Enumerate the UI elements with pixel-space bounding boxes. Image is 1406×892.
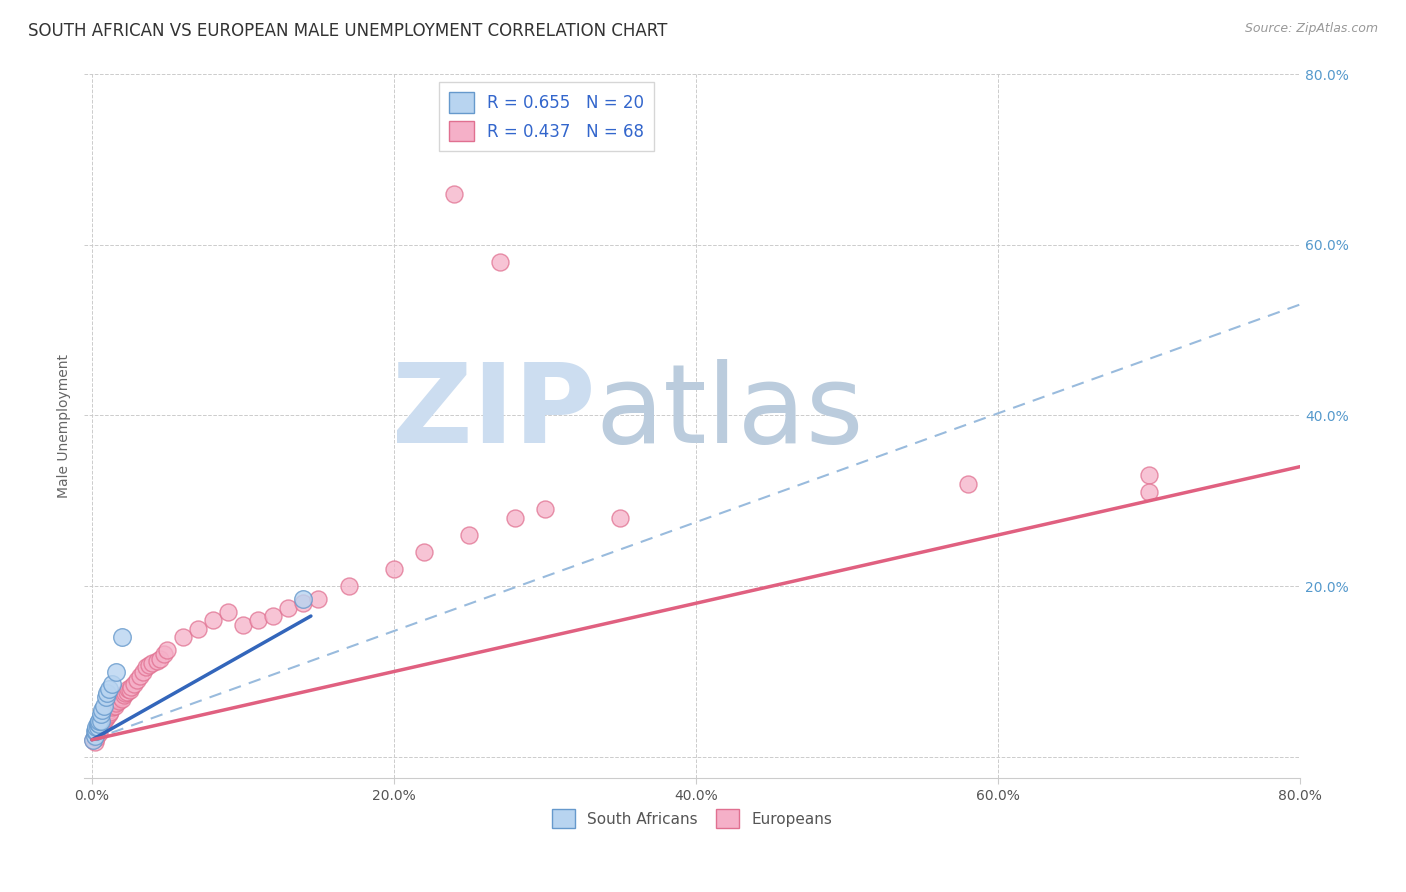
Point: [413, 545, 436, 559]
Point: [534, 502, 557, 516]
Point: [82, 732, 104, 747]
Point: [122, 677, 145, 691]
Point: [87, 715, 110, 730]
Point: [86, 724, 108, 739]
Point: [262, 609, 284, 624]
Point: [111, 631, 134, 645]
Point: [443, 186, 465, 201]
Point: [247, 613, 270, 627]
Text: ZIP: ZIP: [392, 359, 595, 466]
Point: [89, 714, 111, 728]
Point: [91, 711, 114, 725]
Point: [141, 656, 163, 670]
Point: [89, 726, 111, 740]
Point: [89, 715, 111, 730]
Point: [488, 255, 510, 269]
Point: [132, 665, 155, 679]
Point: [292, 591, 315, 606]
Point: [112, 689, 135, 703]
Y-axis label: Male Unemployment: Male Unemployment: [58, 354, 72, 498]
Point: [86, 720, 108, 734]
Point: [84, 724, 107, 739]
Point: [100, 698, 122, 713]
Point: [87, 724, 110, 739]
Point: [149, 651, 172, 665]
Point: [135, 660, 157, 674]
Point: [115, 685, 138, 699]
Point: [217, 605, 239, 619]
Point: [96, 709, 118, 723]
Point: [609, 511, 631, 525]
Point: [120, 680, 142, 694]
Point: [90, 714, 112, 728]
Point: [100, 700, 122, 714]
Point: [127, 673, 149, 687]
Point: [307, 591, 329, 606]
Point: [114, 686, 136, 700]
Point: [1137, 485, 1160, 500]
Point: [156, 643, 179, 657]
Point: [94, 711, 117, 725]
Point: [86, 724, 108, 739]
Point: [382, 562, 405, 576]
Point: [187, 622, 209, 636]
Point: [98, 706, 121, 720]
Point: [107, 691, 129, 706]
Point: [97, 681, 120, 696]
Point: [108, 693, 131, 707]
Point: [118, 683, 141, 698]
Point: [96, 706, 118, 720]
Point: [101, 697, 124, 711]
Point: [103, 694, 125, 708]
Point: [458, 528, 481, 542]
Point: [105, 696, 128, 710]
Point: [93, 709, 115, 723]
Point: [93, 714, 115, 728]
Point: [103, 698, 125, 713]
Point: [90, 714, 112, 728]
Point: [201, 613, 224, 627]
Text: Source: ZipAtlas.com: Source: ZipAtlas.com: [1244, 22, 1378, 36]
Point: [129, 669, 152, 683]
Point: [138, 657, 160, 672]
Point: [91, 715, 114, 730]
Point: [172, 631, 194, 645]
Point: [96, 686, 118, 700]
Point: [146, 654, 169, 668]
Point: [97, 703, 120, 717]
Point: [94, 707, 117, 722]
Point: [956, 476, 979, 491]
Point: [153, 648, 176, 662]
Point: [84, 734, 107, 748]
Point: [90, 717, 112, 731]
Point: [503, 511, 526, 525]
Point: [232, 617, 254, 632]
Point: [292, 596, 315, 610]
Point: [84, 729, 107, 743]
Point: [117, 681, 139, 696]
Point: [111, 691, 134, 706]
Point: [337, 579, 360, 593]
Point: [94, 690, 117, 705]
Legend: South Africans, Europeans: South Africans, Europeans: [546, 803, 838, 834]
Point: [93, 698, 115, 713]
Point: [1137, 468, 1160, 483]
Point: [87, 720, 110, 734]
Point: [277, 600, 299, 615]
Point: [87, 723, 110, 737]
Point: [82, 732, 104, 747]
Text: atlas: atlas: [595, 359, 863, 466]
Point: [84, 729, 107, 743]
Point: [105, 665, 128, 679]
Point: [86, 731, 108, 745]
Point: [89, 717, 111, 731]
Text: SOUTH AFRICAN VS EUROPEAN MALE UNEMPLOYMENT CORRELATION CHART: SOUTH AFRICAN VS EUROPEAN MALE UNEMPLOYM…: [28, 22, 668, 40]
Point: [89, 720, 111, 734]
Point: [100, 677, 122, 691]
Point: [110, 690, 132, 705]
Point: [90, 707, 112, 722]
Point: [97, 707, 120, 722]
Point: [91, 703, 114, 717]
